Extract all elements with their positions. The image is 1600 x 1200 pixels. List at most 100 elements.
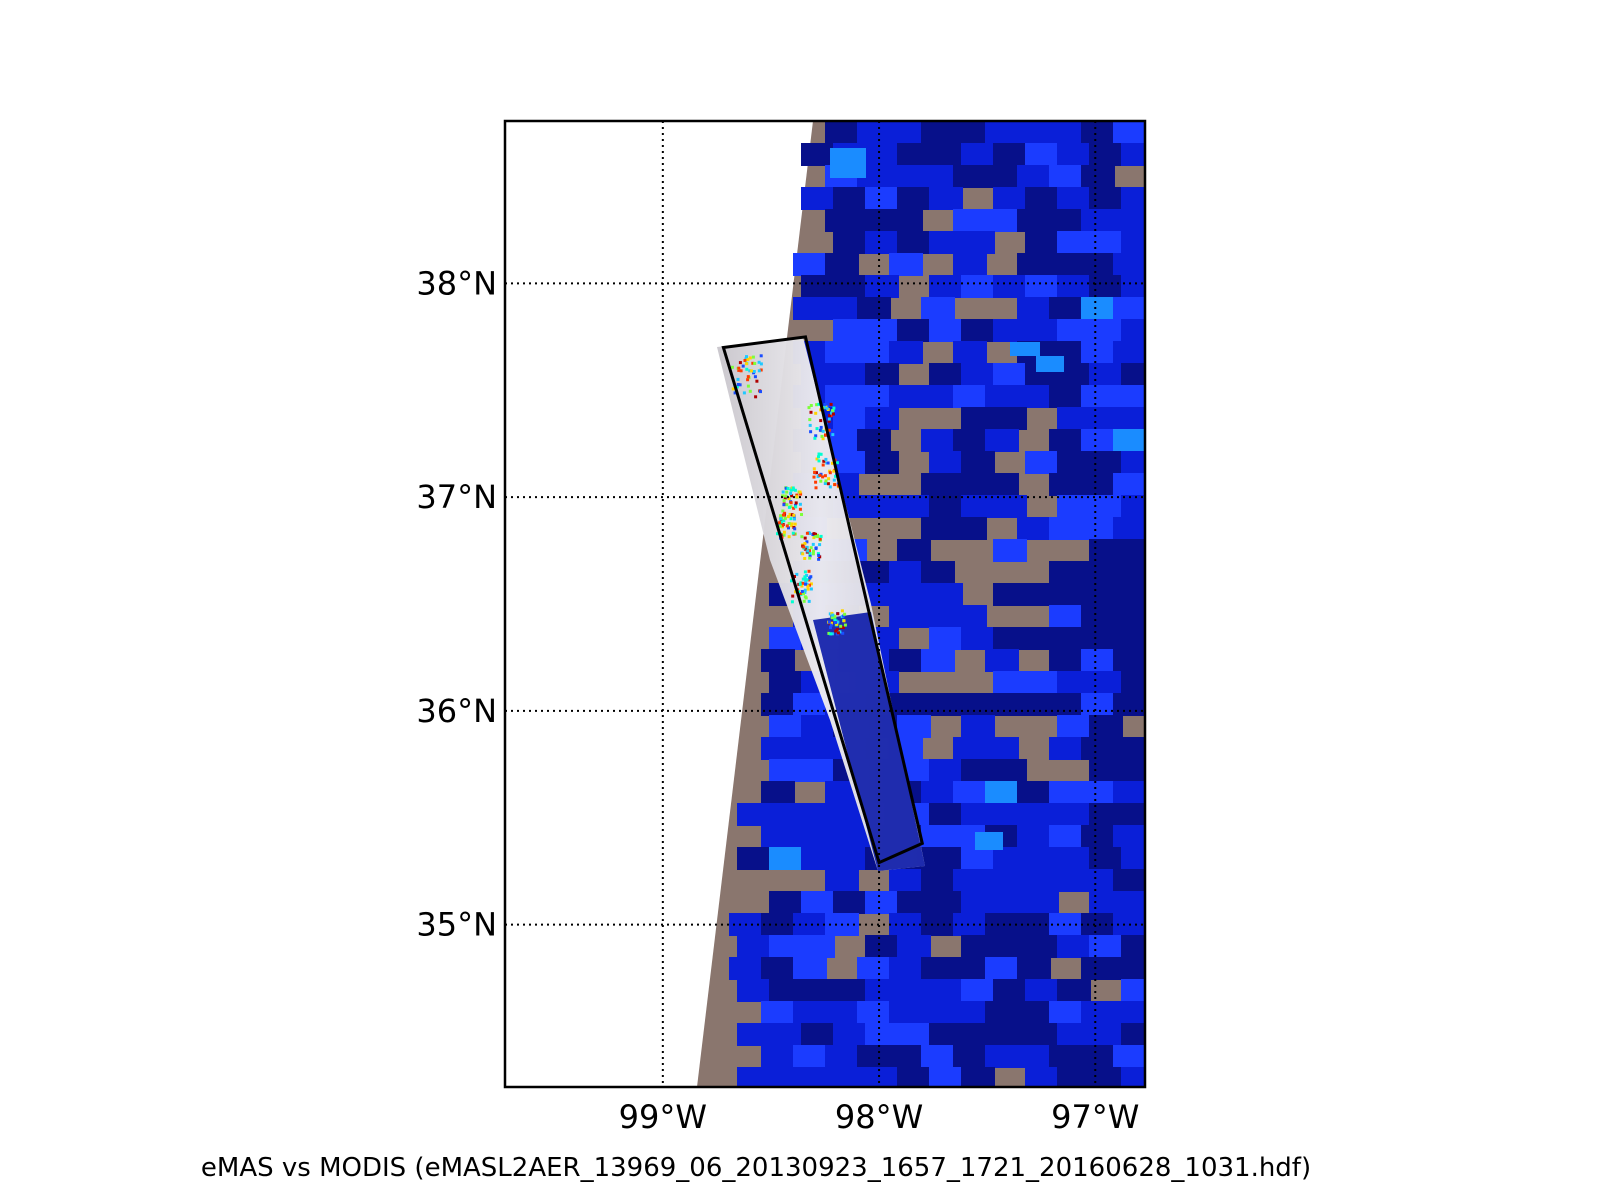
modis-retrieval-cell xyxy=(1025,1023,1059,1046)
modis-retrieval-cell xyxy=(801,715,835,738)
modis-retrieval-cell xyxy=(953,913,987,936)
modis-retrieval-cell xyxy=(761,649,795,672)
modis-retrieval-cell xyxy=(865,143,899,166)
longitude-tick-labels: 99°W 98°W 97°W xyxy=(619,1098,1140,1136)
modis-retrieval-cell xyxy=(1057,1067,1091,1087)
modis-retrieval-cell xyxy=(1017,825,1051,848)
modis-retrieval-cell xyxy=(857,341,891,364)
modis-retrieval-cell xyxy=(865,935,899,958)
modis-retrieval-cell xyxy=(857,297,891,320)
emas-retrieval-pixel xyxy=(801,581,805,585)
modis-retrieval-cell xyxy=(769,671,803,694)
modis-retrieval-cell xyxy=(1121,275,1145,298)
modis-retrieval-cell xyxy=(857,1001,891,1024)
emas-retrieval-pixel xyxy=(745,367,749,371)
map-image-layer xyxy=(505,121,1145,1087)
emas-retrieval-pixel xyxy=(827,428,831,432)
modis-retrieval-cell xyxy=(985,209,1019,232)
modis-retrieval-cell xyxy=(1113,1001,1145,1024)
modis-retrieval-cell xyxy=(953,605,987,628)
emas-retrieval-pixel xyxy=(792,513,796,517)
modis-retrieval-cell xyxy=(1081,913,1115,936)
modis-retrieval-cell xyxy=(1089,495,1123,518)
modis-retrieval-cell xyxy=(1049,209,1083,232)
emas-retrieval-pixel xyxy=(818,428,822,432)
modis-retrieval-cell xyxy=(1017,165,1051,188)
modis-retrieval-cell xyxy=(1025,891,1059,914)
modis-retrieval-cell xyxy=(1121,319,1145,342)
modis-retrieval-cell xyxy=(833,187,867,210)
emas-retrieval-pixel xyxy=(780,520,784,524)
modis-retrieval-cell xyxy=(1121,759,1145,782)
emas-retrieval-pixel xyxy=(746,375,750,379)
emas-retrieval-pixel xyxy=(841,631,845,635)
emas-retrieval-pixel xyxy=(809,410,813,414)
modis-retrieval-cell xyxy=(897,231,931,254)
emas-retrieval-pixel xyxy=(791,531,795,535)
modis-high-aod-cell xyxy=(975,832,1003,850)
modis-retrieval-cell xyxy=(1089,143,1123,166)
modis-retrieval-cell xyxy=(1089,715,1123,738)
emas-retrieval-pixel xyxy=(834,619,838,623)
emas-retrieval-pixel xyxy=(809,404,813,407)
modis-retrieval-cell xyxy=(993,627,1027,650)
modis-retrieval-cell xyxy=(857,121,891,144)
emas-retrieval-pixel xyxy=(782,503,786,507)
modis-retrieval-cell xyxy=(1017,121,1051,144)
modis-retrieval-cell xyxy=(1017,297,1051,320)
modis-retrieval-cell xyxy=(825,385,859,408)
modis-retrieval-cell xyxy=(985,869,1019,892)
modis-retrieval-cell xyxy=(865,891,899,914)
modis-retrieval-cell xyxy=(961,407,995,430)
emas-retrieval-pixel xyxy=(786,487,790,490)
emas-retrieval-pixel xyxy=(823,474,827,478)
modis-retrieval-cell xyxy=(793,1045,827,1068)
emas-retrieval-pixel xyxy=(794,590,798,594)
modis-retrieval-cell xyxy=(897,583,931,606)
modis-retrieval-cell xyxy=(761,825,795,848)
emas-retrieval-pixel xyxy=(814,411,818,415)
modis-retrieval-cell xyxy=(897,319,931,342)
modis-retrieval-cell xyxy=(993,495,1027,518)
emas-retrieval-pixel xyxy=(793,527,797,531)
modis-retrieval-cell xyxy=(793,297,827,320)
modis-retrieval-cell xyxy=(1121,803,1145,826)
modis-retrieval-cell xyxy=(985,957,1019,980)
emas-retrieval-pixel xyxy=(789,517,793,521)
modis-retrieval-cell xyxy=(833,1067,867,1087)
modis-retrieval-cell xyxy=(1081,429,1115,452)
modis-retrieval-cell xyxy=(1049,1001,1083,1024)
modis-retrieval-cell xyxy=(1113,209,1145,232)
modis-retrieval-cell xyxy=(865,451,899,474)
emas-retrieval-pixel xyxy=(818,537,822,541)
emas-retrieval-pixel xyxy=(800,584,804,588)
emas-retrieval-pixel xyxy=(824,433,828,437)
emas-retrieval-pixel xyxy=(803,575,807,579)
emas-retrieval-pixel xyxy=(746,358,750,361)
modis-retrieval-cell xyxy=(961,363,995,386)
emas-retrieval-pixel xyxy=(827,417,831,421)
modis-retrieval-cell xyxy=(1089,407,1123,430)
modis-retrieval-cell xyxy=(889,121,923,144)
modis-retrieval-cell xyxy=(1113,473,1145,496)
modis-retrieval-cell xyxy=(801,1067,835,1087)
modis-retrieval-cell xyxy=(769,759,803,782)
modis-retrieval-cell xyxy=(953,1001,987,1024)
emas-retrieval-pixel xyxy=(807,406,811,410)
modis-retrieval-cell xyxy=(1113,649,1145,672)
emas-retrieval-pixel xyxy=(783,511,787,515)
modis-retrieval-cell xyxy=(889,385,923,408)
emas-retrieval-pixel xyxy=(843,623,847,627)
modis-retrieval-cell xyxy=(825,1045,859,1068)
modis-retrieval-cell xyxy=(1081,957,1115,980)
modis-retrieval-cell xyxy=(1089,363,1123,386)
modis-retrieval-cell xyxy=(1049,869,1083,892)
emas-retrieval-pixel xyxy=(802,545,806,549)
emas-retrieval-pixel xyxy=(793,488,797,492)
emas-retrieval-pixel xyxy=(778,521,781,525)
emas-retrieval-pixel xyxy=(812,475,816,479)
modis-retrieval-cell xyxy=(1113,121,1145,144)
emas-retrieval-pixel xyxy=(788,512,792,516)
modis-retrieval-cell xyxy=(1113,385,1145,408)
modis-high-aod-cell xyxy=(1010,342,1040,356)
